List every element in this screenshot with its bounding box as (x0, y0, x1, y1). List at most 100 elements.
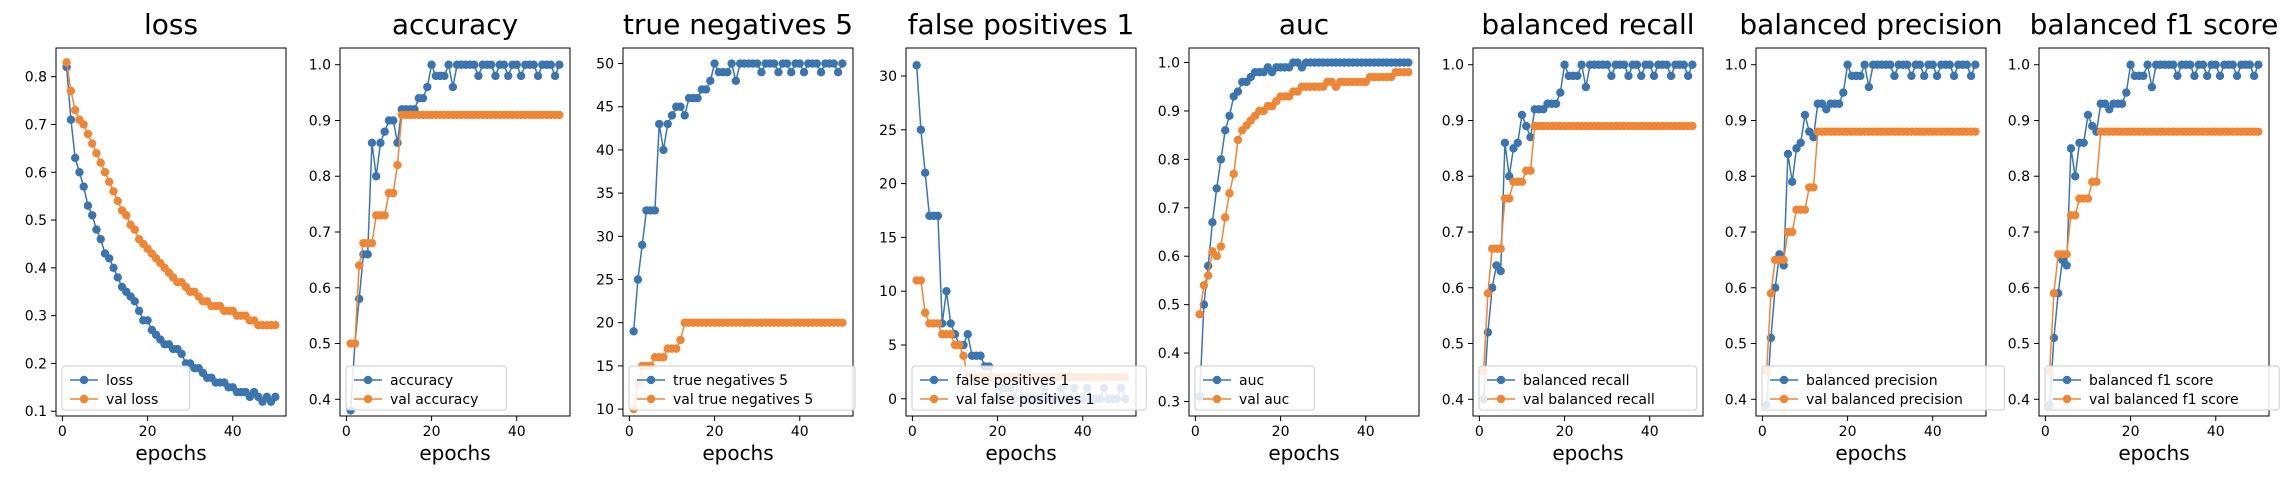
series-train (346, 60, 564, 415)
data-point (946, 319, 955, 328)
data-point (1945, 60, 1955, 69)
y-tick-label: 15 (596, 359, 614, 375)
y-tick-label: 0.3 (1158, 394, 1180, 410)
data-point (1800, 110, 1810, 120)
data-point (354, 294, 364, 304)
legend-swatch-marker (79, 394, 89, 404)
y-tick-label: 50 (596, 57, 614, 73)
data-point (440, 71, 449, 81)
legend: balanced recall val balanced recall (1478, 365, 1698, 411)
chart-panel-1: loss 0 20 40 0.1 0.2 0.3 0.4 0.5 0.6 0.7 0.8 epochs l… (25, 8, 287, 465)
chart-title: accuracy (392, 8, 518, 41)
data-point (1203, 271, 1213, 280)
legend-label: accuracy (390, 373, 453, 389)
x-axis-label: epochs (985, 441, 1056, 465)
data-point (474, 71, 483, 81)
data-point (2083, 194, 2093, 203)
series-val (346, 110, 564, 348)
axes-frame (622, 47, 854, 417)
data-point (555, 60, 564, 69)
data-point (1679, 60, 1689, 69)
data-point (2049, 289, 2059, 298)
data-point (1577, 60, 1586, 69)
data-point (1225, 111, 1234, 120)
x-axis-label: epochs (419, 441, 490, 465)
data-point (782, 59, 792, 68)
y-tick-label: 0.7 (1725, 225, 1747, 241)
data-point (2203, 71, 2212, 81)
legend: accuracy val accuracy (345, 365, 507, 411)
x-tick-label: 0 (342, 424, 351, 440)
data-point (1645, 60, 1654, 69)
legend-box (1761, 365, 2005, 411)
data-point (838, 59, 847, 68)
series-line (65, 62, 276, 326)
chart-title: true negatives 5 (623, 8, 853, 41)
data-point (2066, 144, 2076, 153)
data-point (2254, 60, 2263, 69)
data-point (1932, 71, 1942, 81)
chart-title: balanced precision (1739, 8, 2002, 41)
series-val (2045, 127, 2263, 376)
legend-swatch-marker (363, 375, 373, 385)
y-tick-label: 25 (596, 273, 614, 289)
data-point (963, 330, 972, 339)
data-point (393, 160, 402, 170)
data-point (1212, 184, 1221, 193)
data-point (1505, 194, 1514, 203)
data-point (529, 60, 538, 69)
data-point (393, 138, 402, 147)
data-point (1788, 227, 1797, 237)
data-point (2254, 127, 2263, 136)
data-point (2062, 261, 2071, 270)
data-point (2173, 71, 2182, 81)
data-point (2092, 177, 2101, 187)
y-tick-label: 0.9 (309, 113, 331, 129)
data-point (130, 297, 139, 306)
series-line (2048, 130, 2259, 372)
data-point (1662, 60, 1672, 69)
data-point (105, 254, 114, 263)
data-point (1225, 189, 1234, 198)
data-point (113, 273, 122, 282)
series-train (1762, 60, 1980, 410)
data-point (710, 59, 719, 68)
x-tick-label: 40 (1074, 424, 1092, 440)
y-tick-label: 0.5 (1158, 298, 1180, 314)
series-val (1479, 121, 1697, 376)
data-point (838, 318, 847, 327)
data-point (134, 306, 144, 316)
data-point (731, 76, 741, 86)
x-axis-label: epochs (2118, 441, 2189, 465)
data-point (389, 188, 398, 198)
y-tick-label: 1.0 (309, 58, 331, 74)
series-line (350, 114, 560, 345)
data-point (916, 125, 926, 134)
x-tick-label: 20 (989, 424, 1007, 440)
data-point (920, 308, 930, 317)
data-point (1966, 71, 1976, 81)
data-point (79, 120, 88, 129)
y-tick-label: 0.9 (1158, 104, 1180, 120)
series-val (1762, 127, 1980, 376)
data-point (448, 82, 458, 92)
data-point (1928, 60, 1937, 69)
legend-label: val balanced precision (1806, 392, 1963, 408)
legend-box (628, 365, 856, 411)
data-point (1809, 183, 1818, 192)
x-tick-label: 0 (1191, 424, 1200, 440)
y-tick-label: 10 (596, 402, 614, 418)
data-point (2249, 71, 2259, 81)
data-point (1513, 138, 1522, 147)
legend-swatch-marker (363, 394, 373, 404)
y-tick-label: 30 (596, 229, 614, 245)
data-point (1496, 266, 1505, 276)
series-line (1482, 61, 1694, 400)
series-train (62, 62, 280, 406)
data-point (512, 60, 521, 69)
y-tick-label: 0.5 (1725, 337, 1747, 353)
y-tick-label: 1.0 (2008, 58, 2030, 74)
data-point (533, 71, 543, 81)
legend-swatch-marker (1212, 394, 1222, 404)
